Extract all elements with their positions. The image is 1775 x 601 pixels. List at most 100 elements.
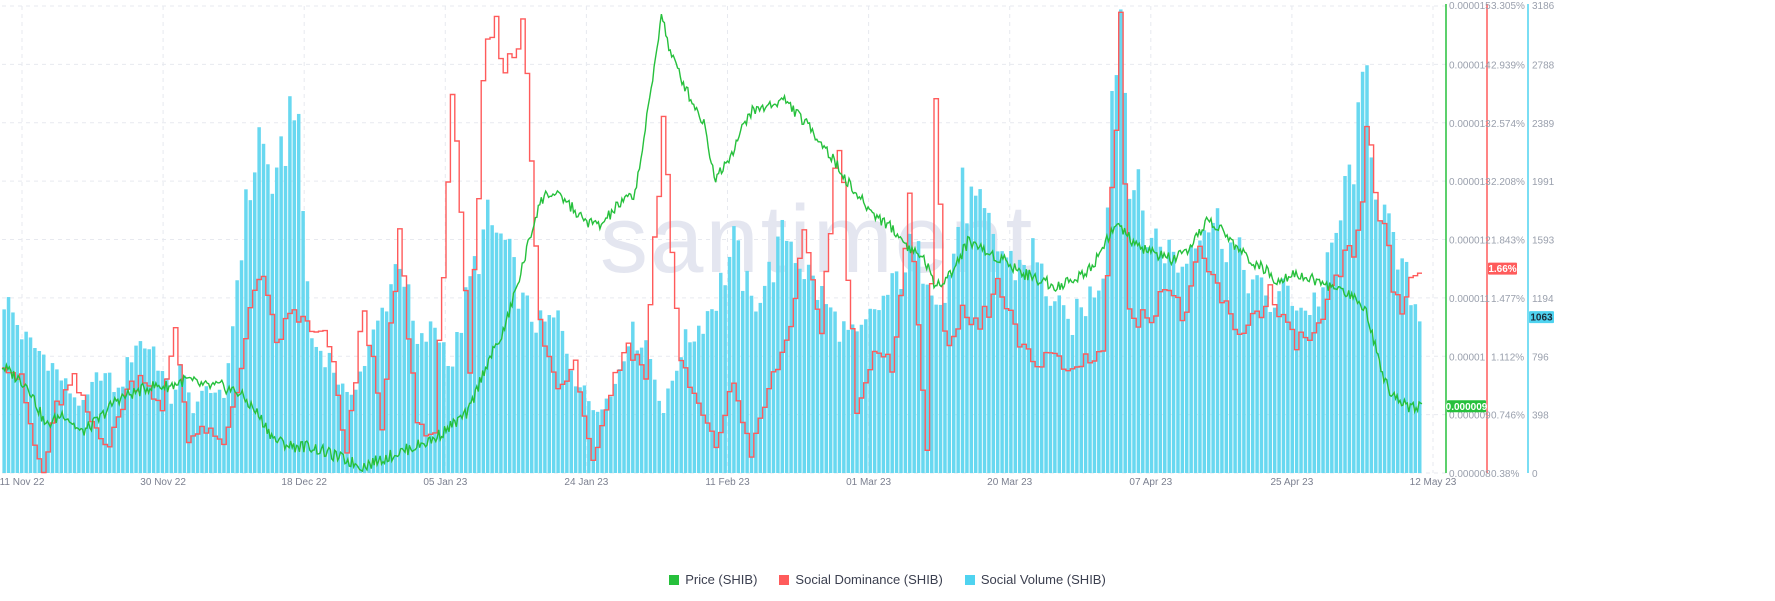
social-volume-bar: [925, 284, 930, 473]
legend-item-price[interactable]: Price (SHIB): [669, 572, 757, 587]
social-volume-bar: [85, 394, 90, 473]
social-volume-bar: [587, 401, 591, 473]
social-volume-bar: [727, 256, 732, 473]
social-volume-bar: [318, 350, 323, 473]
price-axis-tick-label: 0.000011: [1449, 294, 1490, 305]
social-volume-bar: [894, 271, 899, 473]
social-volume-bar: [762, 285, 767, 473]
social-volume-bar: [912, 250, 916, 473]
social-volume-bar: [842, 321, 846, 473]
x-axis-tick-label: 05 Jan 23: [423, 477, 467, 488]
social-volume-bar: [94, 372, 99, 473]
social-volume-bar: [1119, 9, 1123, 473]
social-volume-bar: [666, 388, 670, 473]
social-volume-bar: [169, 403, 173, 473]
social-volume-bar: [296, 113, 301, 473]
social-volume-bar: [969, 186, 974, 473]
social-volume-bar: [1343, 176, 1347, 474]
social-volume-bar: [239, 260, 244, 473]
social-volume-bar: [424, 341, 428, 473]
social-volume-bar: [1365, 65, 1369, 473]
social-volume-bar: [389, 284, 393, 473]
social-volume-bar: [464, 287, 468, 473]
social-volume-bar: [789, 241, 793, 473]
social-volume-bar: [63, 378, 68, 473]
social-volume-bar: [833, 311, 837, 473]
social-volume-bar: [613, 383, 617, 473]
social-volume-bar: [982, 208, 987, 473]
social-volume-bar: [622, 361, 626, 473]
social-volume-bar: [1017, 259, 1022, 473]
social-volume-bar: [837, 341, 842, 473]
x-axis-tick-label: 24 Jan 23: [564, 477, 608, 488]
social-volume-bar: [569, 370, 574, 473]
social-volume-bar: [556, 310, 560, 473]
social-volume-bar: [283, 165, 288, 473]
social-volume-bar: [1110, 91, 1114, 473]
social-volume-bar: [872, 309, 877, 473]
axes: [1445, 4, 1529, 473]
social-volume-bar: [938, 304, 943, 473]
social-volume-bar: [824, 304, 829, 473]
legend-item-dominance[interactable]: Social Dominance (SHIB): [779, 572, 943, 587]
social-volume-bar: [683, 329, 688, 473]
social-volume-bar: [222, 397, 226, 473]
volume-axis-tick-label: 1991: [1532, 177, 1555, 188]
social-volume-bar: [244, 189, 248, 473]
social-volume-bar: [411, 320, 415, 473]
social-volume-bar: [995, 251, 1000, 473]
social-volume-bar: [675, 370, 679, 473]
social-volume-bar: [534, 332, 538, 473]
social-volume-bar: [710, 309, 714, 473]
social-volume-bar: [248, 200, 253, 473]
social-volume-bar: [209, 393, 213, 473]
dominance-current-badge: 1.66%: [1488, 264, 1516, 275]
social-volume-bar: [921, 283, 925, 473]
social-volume-bar: [1268, 311, 1273, 473]
social-volume-bar: [771, 282, 776, 473]
social-volume-bar: [1237, 237, 1242, 473]
legend-label-price: Price (SHIB): [685, 572, 758, 587]
social-volume-bar: [367, 345, 371, 473]
social-volume-bar: [908, 233, 912, 473]
price-axis-tick-label: 0.000009: [1449, 411, 1491, 422]
social-volume-bar: [609, 396, 613, 473]
social-volume-bar: [855, 331, 859, 473]
x-axis-tick-label: 30 Nov 22: [140, 477, 186, 488]
social-volume-bar: [1409, 305, 1413, 473]
social-volume-bar: [811, 275, 815, 473]
social-volume-bar: [301, 211, 305, 473]
social-volume-bar: [1009, 250, 1013, 473]
social-volume-bar: [960, 167, 965, 474]
social-volume-bar: [820, 286, 824, 473]
social-volume-bar: [657, 400, 661, 473]
social-volume-bar: [1185, 263, 1189, 473]
social-volume-bar: [371, 329, 376, 473]
social-volume-bar: [165, 378, 169, 473]
volume-current-badge-bg: [1529, 311, 1554, 324]
social-volume-bar: [446, 365, 450, 473]
social-volume-bar: [1255, 275, 1259, 473]
chart-svg[interactable]: santiment 0.000008 0.000009 0.00001 0.00001…: [0, 0, 1775, 570]
social-volume-bar: [345, 391, 349, 473]
volume-axis-tick-label: 398: [1532, 411, 1549, 422]
social-volume-bar: [485, 199, 490, 473]
social-volume-bar: [661, 413, 666, 473]
social-volume-bar: [138, 341, 143, 473]
social-volume-bar: [714, 310, 719, 473]
social-volume-bar: [11, 312, 15, 473]
social-volume-bar: [903, 272, 908, 473]
x-axis-tick-label: 20 Mar 23: [987, 477, 1032, 488]
social-volume-bar: [173, 389, 178, 473]
social-volume-bar: [81, 399, 86, 473]
social-volume-bar: [292, 120, 297, 473]
dominance-axis-tick-label: 1.477%: [1491, 294, 1525, 305]
legend-item-volume[interactable]: Social Volume (SHIB): [964, 572, 1106, 587]
social-volume-bar: [459, 332, 464, 473]
social-volume-bar: [314, 346, 319, 473]
social-volume-bar: [521, 292, 525, 473]
volume-axis-tick-label: 1593: [1532, 236, 1555, 247]
social-volume-bar: [1334, 232, 1338, 473]
social-volume-bar: [635, 350, 639, 473]
social-volume-bar: [1272, 307, 1277, 473]
